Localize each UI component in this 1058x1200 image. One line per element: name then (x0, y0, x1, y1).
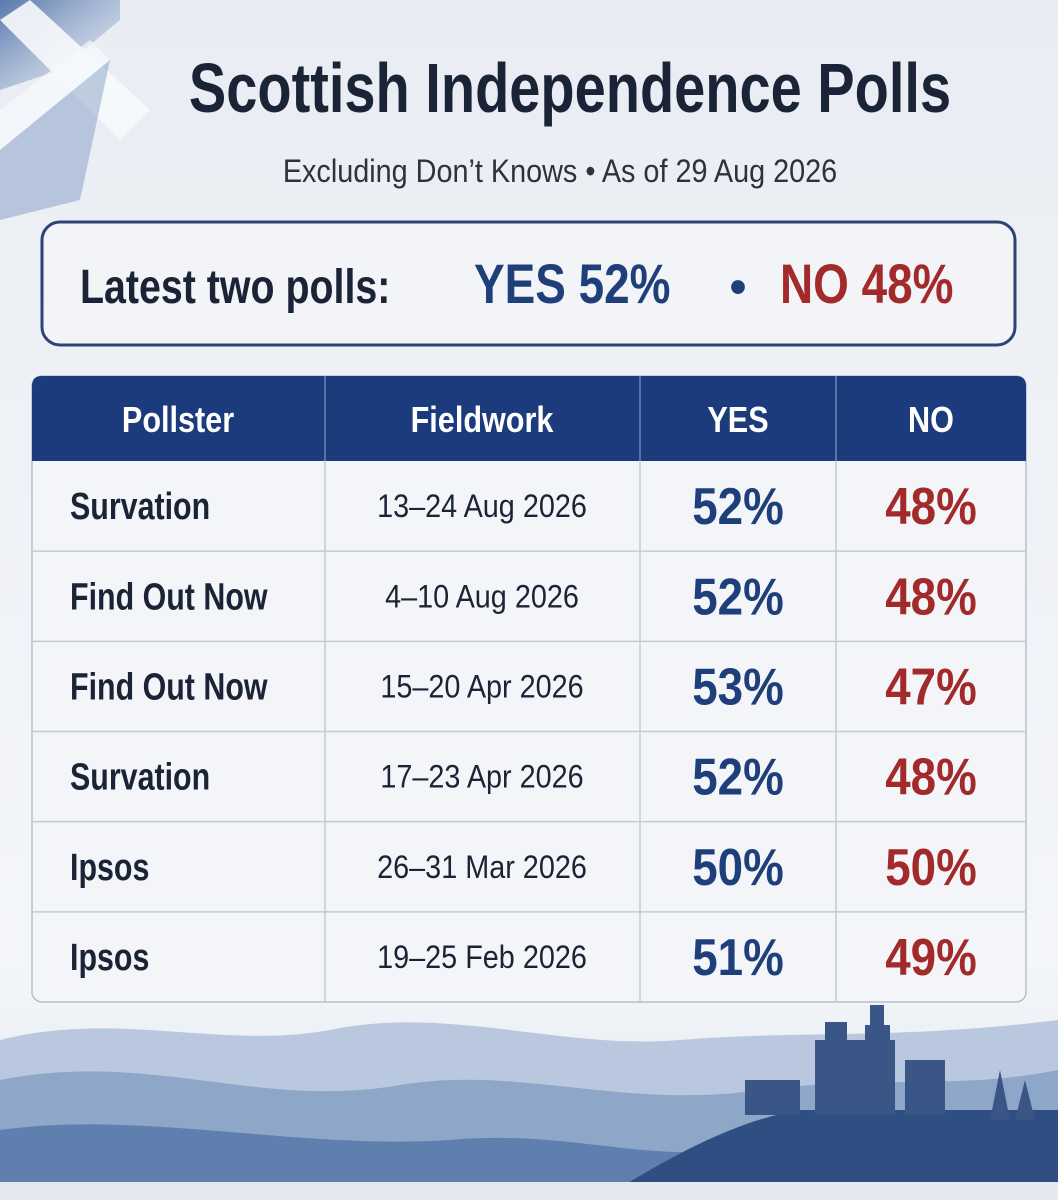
fieldwork-group: 15–20 Apr 2026 (380, 669, 583, 705)
fieldwork: 4–10 Aug 2026 (385, 579, 579, 615)
yes-share: 52% (692, 569, 784, 626)
no-share-group: 50% (885, 839, 977, 896)
saltire (0, 0, 150, 220)
pollster-group: Survation (70, 756, 210, 798)
column-header: YES (707, 401, 768, 441)
summary-separator: • (730, 261, 747, 314)
yes-share: 50% (692, 839, 784, 896)
summary-no: NO 48% (780, 253, 953, 315)
yes-share-group: 52% (692, 749, 784, 806)
column-header-group: Fieldwork (411, 401, 554, 441)
fieldwork: 17–23 Apr 2026 (380, 759, 583, 795)
fieldwork-group: 4–10 Aug 2026 (385, 579, 579, 615)
fieldwork: 19–25 Feb 2026 (377, 940, 587, 976)
yes-share-group: 52% (692, 569, 784, 626)
pollster-group: Ipsos (70, 937, 149, 979)
fieldwork-group: 17–23 Apr 2026 (380, 759, 583, 795)
summary-box (40, 220, 1017, 347)
yes-share: 52% (692, 478, 784, 535)
pollster: Find Out Now (70, 666, 268, 708)
no-share: 48% (885, 749, 977, 806)
summary-separator-group: • (730, 261, 747, 314)
fieldwork-group: 13–24 Aug 2026 (377, 489, 587, 525)
pollster: Ipsos (70, 847, 149, 889)
yes-share: 53% (692, 659, 784, 716)
fieldwork: 26–31 Mar 2026 (377, 849, 587, 885)
fieldwork: 15–20 Apr 2026 (380, 669, 583, 705)
no-share-group: 49% (885, 929, 977, 986)
yes-share: 52% (692, 749, 784, 806)
yes-share: 51% (692, 929, 784, 986)
yes-share-group: 52% (692, 478, 784, 535)
pollster: Ipsos (70, 937, 149, 979)
title: Scottish Independence Polls (189, 50, 951, 127)
no-share-group: 48% (885, 749, 977, 806)
summary-yes-group: YES 52% (474, 253, 670, 315)
subtitle: Excluding Don’t Knows • As of 29 Aug 202… (283, 154, 837, 190)
column-header: Fieldwork (411, 401, 554, 441)
landscape (0, 1005, 1058, 1200)
subtitle-group: Excluding Don’t Knows • As of 29 Aug 202… (283, 154, 837, 190)
summary-yes: YES 52% (474, 253, 670, 315)
pollster: Find Out Now (70, 576, 268, 618)
fieldwork-group: 26–31 Mar 2026 (377, 849, 587, 885)
table-header (32, 376, 1026, 461)
fieldwork-group: 19–25 Feb 2026 (377, 940, 587, 976)
no-share: 47% (885, 659, 977, 716)
no-share: 49% (885, 929, 977, 986)
fieldwork: 13–24 Aug 2026 (377, 489, 587, 525)
pollster: Survation (70, 756, 210, 798)
no-share: 48% (885, 569, 977, 626)
title-group: Scottish Independence Polls (189, 50, 951, 127)
pollster-group: Survation (70, 486, 210, 528)
yes-share-group: 53% (692, 659, 784, 716)
yes-share-group: 50% (692, 839, 784, 896)
pollster-group: Find Out Now (70, 666, 268, 708)
column-header: Pollster (122, 401, 234, 441)
pollster-group: Find Out Now (70, 576, 268, 618)
no-share: 50% (885, 839, 977, 896)
column-header-group: Pollster (122, 401, 234, 441)
column-header-group: NO (908, 401, 954, 441)
no-share: 48% (885, 478, 977, 535)
no-share-group: 48% (885, 569, 977, 626)
summary-no-group: NO 48% (780, 253, 953, 315)
yes-share-group: 51% (692, 929, 784, 986)
no-share-group: 47% (885, 659, 977, 716)
pollster-group: Ipsos (70, 847, 149, 889)
summary-label-group: Latest two polls: (80, 260, 390, 314)
no-share-group: 48% (885, 478, 977, 535)
column-header: NO (908, 401, 954, 441)
column-header-group: YES (707, 401, 768, 441)
pollster: Survation (70, 486, 210, 528)
summary-label: Latest two polls: (80, 260, 390, 314)
